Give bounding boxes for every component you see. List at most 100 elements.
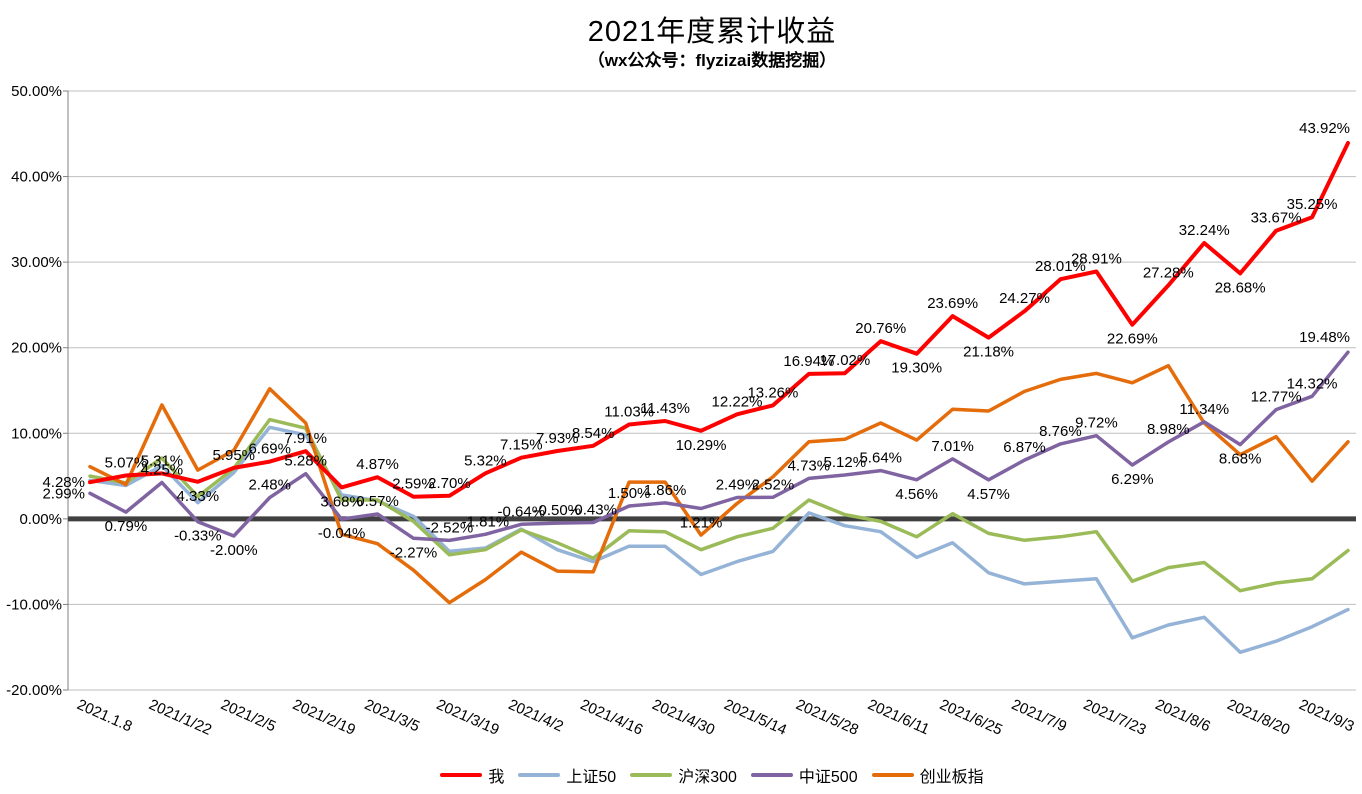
legend-label-me: 我	[488, 769, 505, 786]
data-label-me: 43.92%	[1299, 120, 1350, 137]
data-label-csi500: 4.56%	[895, 486, 938, 503]
chart-title: 2021年度累计收益	[587, 16, 837, 48]
legend-swatch-chinext	[871, 773, 914, 777]
x-axis-label: 2021/4/2	[506, 696, 566, 735]
y-axis-label: -10.00%	[6, 596, 62, 613]
legend: 我 上证50 沪深300 中证500 创业板指	[68, 763, 1356, 787]
data-label-csi500: 6.87%	[1003, 439, 1046, 456]
data-label-me: 7.91%	[284, 430, 327, 447]
legend-item-csi300: 沪深300	[630, 763, 737, 787]
data-label-csi500: 0.57%	[356, 493, 399, 510]
data-label-me: 28.68%	[1215, 279, 1266, 296]
data-label-me: 28.01%	[1035, 258, 1086, 275]
data-label-csi500: 2.52%	[752, 476, 795, 493]
data-label-me: 28.91%	[1071, 250, 1122, 267]
data-label-me: 20.76%	[855, 320, 906, 337]
data-label-me: 2.59%	[392, 476, 435, 493]
data-label-me: 12.22%	[712, 393, 763, 410]
data-label-me: 6.69%	[248, 441, 291, 458]
data-label-me: 24.27%	[999, 290, 1050, 307]
y-axis-label: 0.00%	[19, 511, 62, 528]
data-label-me: 27.28%	[1143, 264, 1194, 281]
x-axis-label: 2021/3/19	[434, 696, 502, 739]
data-label-csi500: 9.72%	[1075, 415, 1118, 432]
data-label-me: 7.93%	[536, 430, 579, 447]
data-label-csi500: -2.52%	[426, 519, 474, 536]
data-label-csi500: -0.50%	[533, 502, 581, 519]
x-axis-label: 2021/7/9	[1009, 696, 1069, 735]
series-line-me	[88, 141, 1350, 499]
data-label-me: 7.15%	[500, 437, 543, 454]
x-axis-label: 2021/8/6	[1153, 696, 1213, 735]
series-line-sse50	[88, 425, 1350, 655]
legend-swatch-me	[440, 773, 483, 777]
legend-label-sse50: 上证50	[566, 769, 617, 786]
data-label-csi500: 5.64%	[859, 450, 902, 467]
data-label-me: 5.32%	[464, 452, 507, 469]
x-axis-label: 2021/2/19	[290, 696, 358, 739]
legend-label-csi300: 沪深300	[678, 769, 737, 786]
data-label-me: 19.30%	[891, 360, 942, 377]
legend-item-me: 我	[440, 763, 504, 787]
data-label-me: 32.24%	[1179, 222, 1230, 239]
legend-item-chinext: 创业板指	[871, 763, 984, 787]
data-label-csi500: -2.00%	[210, 542, 258, 559]
data-label-csi500: 5.28%	[284, 453, 327, 470]
legend-item-csi500: 中证500	[750, 763, 858, 787]
data-label-me: 4.28%	[42, 474, 85, 491]
data-label-csi500: 4.25%	[141, 461, 184, 478]
data-label-csi500: 4.73%	[788, 457, 831, 474]
data-label-csi500: 19.48%	[1299, 329, 1350, 346]
series-line-chinext	[88, 363, 1350, 605]
data-label-me: 13.26%	[747, 384, 798, 401]
y-axis-label: 40.00%	[11, 169, 62, 186]
data-label-csi500: -1.81%	[462, 513, 510, 530]
x-axis-label: 2021/5/28	[793, 696, 861, 739]
data-label-me: 16.94%	[783, 353, 834, 370]
data-label-me: 5.31%	[141, 452, 184, 469]
y-axis-label: 50.00%	[11, 83, 62, 100]
data-label-csi500: 2.49%	[716, 477, 759, 494]
x-axis-label: 2021/2/5	[218, 696, 278, 735]
legend-swatch-sse50	[518, 773, 561, 777]
data-label-csi500: 5.12%	[824, 454, 867, 471]
data-label-me: 10.29%	[676, 437, 727, 454]
data-label-csi500: 14.32%	[1287, 375, 1338, 392]
x-axis-label: 2021/4/16	[578, 696, 646, 739]
legend-label-chinext: 创业板指	[919, 769, 984, 786]
x-axis-label: 2021.1.8	[74, 696, 134, 735]
x-axis-label: 2021/7/23	[1081, 696, 1149, 739]
data-label-csi500: 1.21%	[680, 515, 723, 532]
data-label-me: 21.18%	[963, 344, 1014, 361]
data-label-me: 4.33%	[177, 488, 220, 505]
data-label-csi500: 2.99%	[42, 485, 85, 502]
y-axis-label: 20.00%	[11, 340, 62, 357]
series-line-csi500	[88, 350, 1350, 543]
data-label-csi500: -0.64%	[498, 503, 546, 520]
data-label-me: 35.25%	[1287, 196, 1338, 213]
data-label-me: 5.07%	[105, 454, 148, 471]
x-axis-label: 2021/8/20	[1225, 696, 1293, 739]
y-axis-label: -20.00%	[6, 682, 62, 699]
x-axis-label: 2021/9/3	[1296, 696, 1356, 735]
data-label-csi500: 8.76%	[1039, 423, 1082, 440]
series-line-csi300	[88, 417, 1350, 593]
data-label-me: 23.69%	[927, 295, 978, 312]
data-label-me: 2.70%	[428, 475, 471, 492]
data-label-csi500: 7.01%	[931, 438, 974, 455]
x-axis-label: 2021/4/30	[649, 696, 717, 739]
data-label-me: 33.67%	[1251, 210, 1302, 227]
data-label-csi500: -2.27%	[390, 544, 438, 561]
data-label-me: 3.68%	[320, 493, 363, 510]
data-label-me: 11.43%	[640, 400, 690, 417]
data-label-csi500: -0.43%	[569, 502, 617, 519]
x-axis-label: 2021/6/25	[937, 696, 1005, 739]
data-label-csi500: 1.86%	[644, 482, 687, 499]
data-label-me: 11.03%	[604, 403, 654, 420]
legend-label-csi500: 中证500	[798, 769, 858, 786]
data-label-csi500: 8.98%	[1147, 421, 1190, 438]
data-label-me: 5.95%	[212, 447, 255, 464]
x-axis-label: 2021/1/22	[146, 696, 214, 739]
x-axis-label: 2021/3/5	[362, 696, 422, 735]
